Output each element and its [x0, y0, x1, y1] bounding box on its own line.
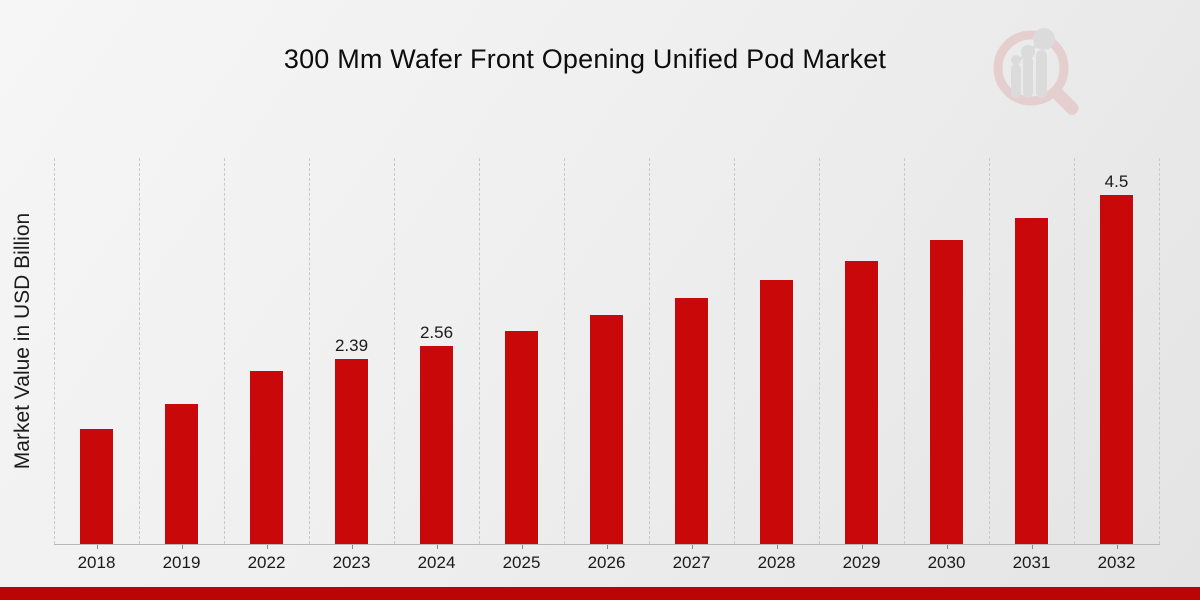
bar-2027 — [675, 298, 708, 544]
bar-2023 — [335, 359, 368, 544]
bar-2024 — [420, 346, 453, 544]
x-axis-tick — [521, 545, 523, 549]
bar-2022 — [250, 371, 283, 544]
gridline — [904, 158, 905, 544]
x-axis-label-2024: 2024 — [417, 553, 456, 572]
bar-2019 — [165, 404, 198, 544]
x-axis-tick — [606, 545, 608, 549]
bar-2031 — [1015, 218, 1048, 544]
gridline — [139, 158, 140, 544]
gridline — [479, 158, 480, 544]
bar-value-label-2032: 4.5 — [1104, 172, 1129, 191]
x-axis-label-2018: 2018 — [77, 553, 116, 572]
bar-2028 — [760, 280, 793, 544]
x-axis-label-2028: 2028 — [757, 553, 796, 572]
bar-2032 — [1100, 195, 1133, 544]
x-axis-label-2031: 2031 — [1012, 553, 1051, 572]
gridline — [54, 158, 55, 544]
bar-2030 — [930, 240, 963, 544]
x-axis-tick — [181, 545, 183, 549]
x-axis-tick — [266, 545, 268, 549]
logo-dot-large-icon — [1033, 28, 1055, 50]
x-axis-label-2025: 2025 — [502, 553, 541, 572]
logo-bar-short-icon — [1011, 64, 1021, 98]
logo-dot-small-icon — [1011, 55, 1021, 65]
gridline — [649, 158, 650, 544]
logo-dot-medium-icon — [1021, 45, 1035, 59]
bar-value-label-2024: 2.56 — [419, 323, 454, 342]
bar-2026 — [590, 315, 623, 544]
magnifier-ring-icon — [993, 30, 1069, 106]
x-axis-tick — [96, 545, 98, 549]
x-axis-label-2019: 2019 — [162, 553, 201, 572]
gridline — [394, 158, 395, 544]
x-axis-tick — [691, 545, 693, 549]
bar-2025 — [505, 331, 538, 544]
x-axis-label-2030: 2030 — [927, 553, 966, 572]
x-axis-label-2027: 2027 — [672, 553, 711, 572]
trend-line-icon — [1015, 38, 1044, 64]
x-axis-tick — [1116, 545, 1118, 549]
x-axis-tick — [351, 545, 353, 549]
x-axis-tick — [861, 545, 863, 549]
gridline — [1159, 158, 1160, 544]
bar-2018 — [80, 429, 113, 544]
gridline — [989, 158, 990, 544]
x-axis-line — [54, 544, 1160, 545]
gridline — [564, 158, 565, 544]
bar-2029 — [845, 261, 878, 544]
x-axis-tick — [946, 545, 948, 549]
gridline — [224, 158, 225, 544]
x-axis-tick — [776, 545, 778, 549]
gridline — [734, 158, 735, 544]
x-axis-label-2029: 2029 — [842, 553, 881, 572]
x-axis-label-2023: 2023 — [332, 553, 371, 572]
gridline — [1074, 158, 1075, 544]
x-axis-label-2022: 2022 — [247, 553, 286, 572]
x-axis-label-2032: 2032 — [1097, 553, 1136, 572]
chart-title: 300 Mm Wafer Front Opening Unified Pod M… — [283, 44, 887, 74]
x-axis-tick — [436, 545, 438, 549]
logo-bar-medium-icon — [1023, 56, 1033, 98]
gridline — [819, 158, 820, 544]
footer-stripe — [0, 587, 1200, 600]
gridline — [309, 158, 310, 544]
market-research-future-logo-watermark — [993, 28, 1079, 115]
x-axis-tick — [1031, 545, 1033, 549]
bar-value-label-2023: 2.39 — [334, 336, 369, 355]
x-axis-label-2026: 2026 — [587, 553, 626, 572]
magnifier-handle-icon — [1050, 86, 1079, 115]
logo-bar-tall-icon — [1036, 50, 1047, 98]
